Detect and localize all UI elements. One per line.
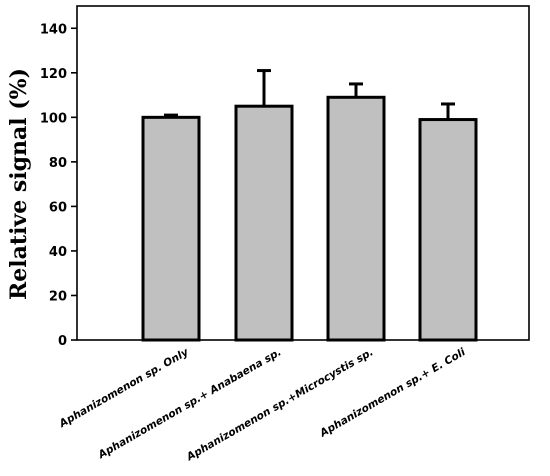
- bar: [326, 95, 386, 342]
- y-axis-ticks: 0 20 40 60 80 100 120 140: [40, 22, 77, 349]
- error-bar: [441, 102, 455, 120]
- y-tick-label: 140: [40, 22, 67, 37]
- error-bar: [349, 82, 363, 98]
- y-tick-label: 20: [49, 289, 67, 304]
- y-tick-label: 120: [40, 67, 67, 82]
- y-axis-title: Relative signal (%): [6, 68, 32, 300]
- x-category-label: Aphanizomenon sp.+ Anabaena sp.: [96, 346, 284, 461]
- bar: [418, 118, 478, 342]
- bars: [141, 95, 478, 342]
- y-tick-label: 40: [49, 245, 67, 260]
- y-tick-label: 0: [58, 334, 67, 349]
- y-tick-label: 60: [49, 200, 67, 215]
- y-tick-label: 100: [40, 111, 67, 126]
- error-bars: [164, 69, 455, 120]
- x-category-label: Aphanizomenon sp.+Microcystis sp.: [184, 346, 376, 464]
- bar: [141, 115, 201, 342]
- axes: [76, 5, 530, 341]
- y-tick-label: 80: [49, 156, 67, 171]
- error-bar: [164, 113, 178, 118]
- x-category-label: Aphanizomenon sp.+ E. Coli: [317, 346, 468, 440]
- plot-frame: [76, 5, 530, 341]
- bar: [234, 104, 294, 342]
- error-bar: [257, 69, 271, 107]
